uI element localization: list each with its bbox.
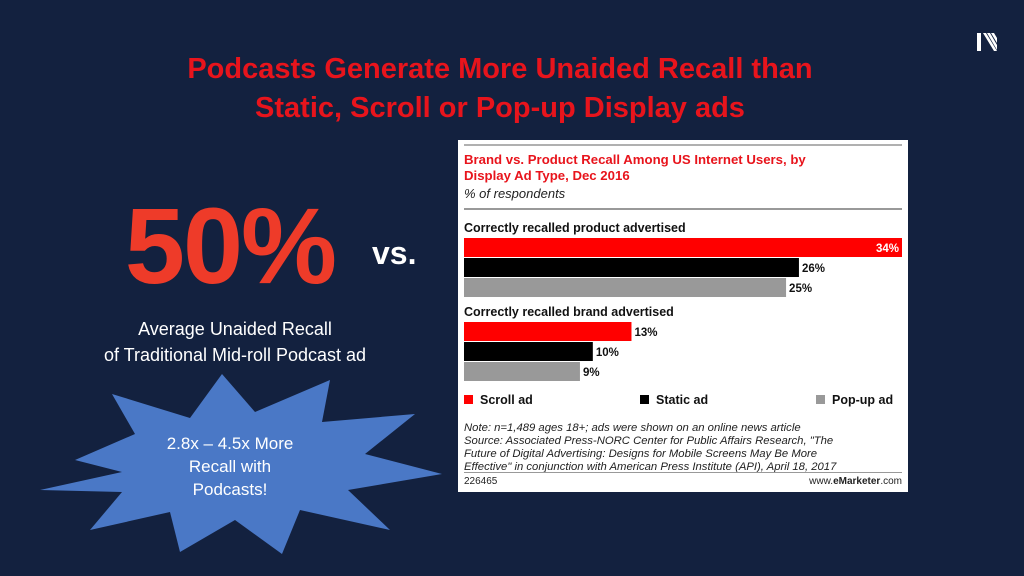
chart-subtitle: % of respondents <box>464 186 566 201</box>
bar <box>464 362 580 381</box>
chart-title: Brand vs. Product Recall Among US Intern… <box>464 152 902 184</box>
chart-note-line-1: Note: n=1,489 ages 18+; ads were shown o… <box>464 422 801 434</box>
bar-value-label: 25% <box>789 283 812 295</box>
bar <box>464 322 632 341</box>
stat-caption: Average Unaided Recall of Traditional Mi… <box>40 316 430 368</box>
big-stat-value: 50% <box>124 185 337 306</box>
chart-top-rule <box>464 144 902 146</box>
bar-value-label: 13% <box>634 327 657 339</box>
slide-title-line-2: Static, Scroll or Pop-up Display ads <box>255 92 745 124</box>
chart-note: Note: n=1,489 ages 18+; ads were shown o… <box>464 422 902 474</box>
legend-swatch <box>640 395 649 404</box>
starburst-line-3: Podcasts! <box>192 480 268 499</box>
chart-footer-rule <box>464 472 902 473</box>
bar <box>464 258 799 277</box>
starburst-text: 2.8x – 4.5x More Recall with Podcasts! <box>130 432 330 501</box>
starburst-line-1: 2.8x – 4.5x More <box>166 434 294 453</box>
bar-value-label: 26% <box>802 263 825 275</box>
slide-title-line-1: Podcasts Generate More Unaided Recall th… <box>187 53 813 85</box>
chart-title-line-2: Display Ad Type, Dec 2016 <box>464 168 630 183</box>
legend-label: Pop-up ad <box>832 393 893 407</box>
starburst-line-2: Recall with <box>188 457 272 476</box>
source-suffix: .com <box>880 476 902 487</box>
bar-value-label: 9% <box>583 367 600 379</box>
bar <box>464 238 902 257</box>
chart-header-rule <box>464 208 902 210</box>
bar-value-label: 10% <box>596 347 619 359</box>
legend-label: Static ad <box>656 393 708 407</box>
bar <box>464 278 787 297</box>
slide-title: Podcasts Generate More Unaided Recall th… <box>0 50 1000 128</box>
stat-caption-line-1: Average Unaided Recall <box>138 319 332 339</box>
chart-note-line-2: Source: Associated Press-NORC Center for… <box>464 435 834 447</box>
source-brand: eMarketer <box>833 476 881 487</box>
chart-source-brand: www.eMarketer.com <box>809 476 902 487</box>
source-prefix: www. <box>809 476 834 487</box>
legend-label: Scroll ad <box>480 393 533 407</box>
starburst-shape <box>40 374 442 554</box>
legend-swatch <box>464 395 473 404</box>
group-label: Correctly recalled product advertised <box>464 221 686 235</box>
chart-note-line-4: Effective" in conjunction with American … <box>464 461 837 473</box>
chart-title-line-1: Brand vs. Product Recall Among US Intern… <box>464 152 806 167</box>
chart-card: Brand vs. Product Recall Among US Intern… <box>458 140 908 492</box>
vs-label: vs. <box>372 235 417 271</box>
bar-value-label: 34% <box>876 243 899 255</box>
chart-note-line-3: Future of Digital Advertising: Designs f… <box>464 448 818 460</box>
group-label: Correctly recalled brand advertised <box>464 305 674 319</box>
chart-id: 226465 <box>464 476 498 487</box>
stat-caption-line-2: of Traditional Mid-roll Podcast ad <box>103 345 367 365</box>
chevron-stripes-logo-icon <box>977 33 997 51</box>
bar-chart: Correctly recalled product advertised 34%… <box>464 221 902 407</box>
legend-swatch <box>816 395 825 404</box>
bar <box>464 342 593 361</box>
